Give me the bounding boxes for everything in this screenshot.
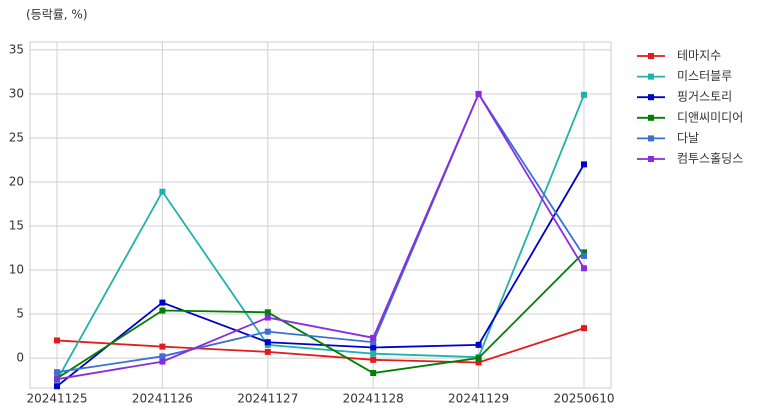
series-line [56,92,585,374]
legend-marker [648,114,654,121]
legend-marker [648,73,654,80]
legend-label: 다날 [677,131,699,145]
legend-label: 컴투스홀딩스 [677,152,743,166]
point-marker [370,370,377,377]
y-tick-label: 15 [9,219,24,233]
point-marker [370,334,377,341]
point-marker [581,325,587,332]
point-marker [581,161,587,168]
y-axis-label: (등락률, %) [26,8,88,22]
legend-label: 테마지수 [677,49,721,63]
point-marker [264,309,271,316]
point-marker [54,369,60,376]
point-marker [264,328,271,335]
point-marker [475,359,482,366]
point-marker [475,90,482,97]
point-marker [54,337,60,344]
y-tick-label: 20 [9,174,24,188]
legend-label: 핑거스토리 [677,90,732,104]
point-marker [264,314,271,321]
point-marker [159,343,166,350]
x-tick-label: 20250610 [553,392,614,406]
point-marker [159,358,166,365]
series-line [56,91,585,381]
legend-label: 미스터블루 [677,69,732,83]
point-marker [581,249,587,256]
point-marker [370,344,377,351]
point-marker [159,299,166,306]
legend-label: 디앤씨미디어 [677,110,743,124]
point-marker [475,341,482,348]
point-marker [370,339,377,346]
point-marker [581,91,587,98]
y-tick-label: 0 [16,351,24,365]
y-tick-label: 30 [9,86,24,100]
series-line [56,163,585,387]
legend-marker [648,156,654,162]
y-tick-label: 25 [9,130,24,144]
point-marker [581,265,587,272]
point-marker [370,356,377,363]
point-marker [159,307,166,314]
x-tick-label: 20241127 [237,392,298,406]
y-tick-label: 5 [16,307,24,321]
point-marker [581,252,587,259]
legend-marker [648,53,654,59]
point-marker [159,188,166,195]
legend-marker [648,94,654,101]
y-tick-label: 10 [9,263,24,277]
y-tick-label: 35 [9,42,24,56]
series-line [56,327,585,364]
plot-frame [29,41,612,389]
point-marker [159,353,166,360]
point-marker [475,355,482,362]
point-marker [264,348,271,355]
point-marker [54,376,60,383]
x-tick-label: 20241128 [343,392,404,406]
x-tick-label: 20241126 [132,392,193,406]
x-tick-label: 20241125 [26,392,87,406]
point-marker [54,383,60,390]
series-line [56,251,585,380]
legend-marker [648,135,654,142]
point-marker [370,350,377,357]
point-marker [264,339,271,346]
x-tick-label: 20241129 [448,392,509,406]
